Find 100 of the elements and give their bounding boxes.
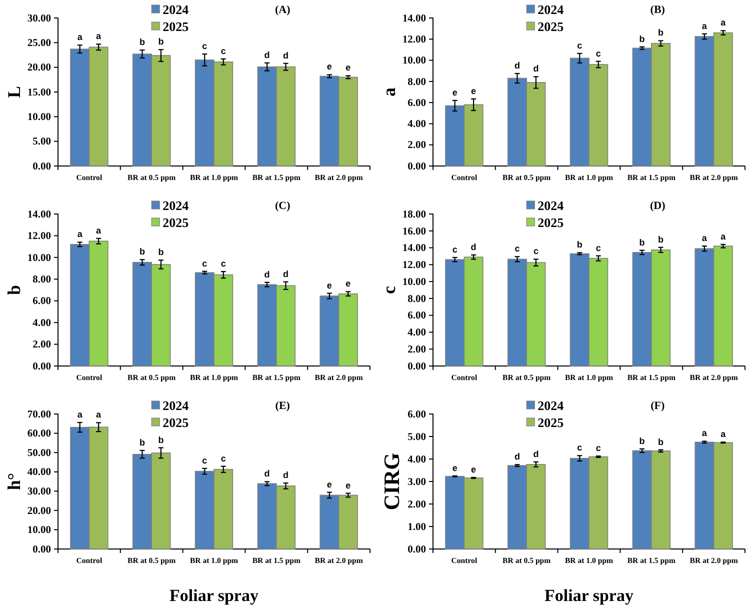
y-tick-label: 3.00 xyxy=(408,476,426,488)
data-label: b xyxy=(658,28,664,38)
y-tick-label: 1.00 xyxy=(408,522,426,533)
y-tick-label: 8.00 xyxy=(408,76,426,88)
data-label: e xyxy=(452,462,458,473)
data-label: d xyxy=(264,269,270,280)
y-axis-title: L xyxy=(4,86,24,98)
y-tick-label: 16.00 xyxy=(402,226,426,238)
data-label: b xyxy=(158,434,164,445)
y-tick-label: 4.00 xyxy=(32,318,51,329)
data-label: c xyxy=(596,242,601,253)
data-label: d xyxy=(264,468,270,479)
data-label: d xyxy=(533,64,539,74)
data-label: b xyxy=(658,234,664,244)
legend-label: 2025 xyxy=(538,215,564,230)
y-axis-title: CIRG xyxy=(379,452,404,510)
y-tick-label: 6.00 xyxy=(408,310,426,322)
y-tick-label: 2.00 xyxy=(408,140,426,152)
data-label: b xyxy=(158,247,164,258)
y-tick-label: 70.00 xyxy=(27,409,51,420)
legend-label: 2024 xyxy=(538,398,564,413)
data-label: a xyxy=(77,229,84,240)
data-label: c xyxy=(577,40,582,50)
y-tick-label: 4.00 xyxy=(408,454,426,466)
y-tick-label: 8.00 xyxy=(408,294,426,305)
data-label: e xyxy=(471,86,476,96)
y-tick-label: 2.00 xyxy=(32,340,51,351)
y-tick-label: 5.00 xyxy=(408,432,426,443)
data-label: a xyxy=(702,233,708,244)
chart-title: (C) xyxy=(275,200,291,212)
data-label: d xyxy=(514,60,520,70)
data-label: a xyxy=(702,20,708,31)
data-label: e xyxy=(346,480,351,490)
y-axis-title: h° xyxy=(4,472,24,490)
data-label: c xyxy=(577,442,582,453)
y-tick-label: 4.00 xyxy=(408,328,426,339)
data-label: c xyxy=(220,453,226,464)
y-tick-label: 12.00 xyxy=(402,34,426,46)
data-label: c xyxy=(452,244,458,254)
y-tick-label: 10.00 xyxy=(402,276,426,288)
chart-title: (E) xyxy=(275,400,290,412)
y-tick-label: 10.00 xyxy=(402,56,426,67)
data-label: a xyxy=(77,32,84,42)
y-tick-label: 10.00 xyxy=(27,252,51,264)
y-axis-title: b xyxy=(4,284,24,296)
data-label: c xyxy=(596,443,601,454)
y-tick-label: 20.00 xyxy=(27,506,51,517)
data-label: b xyxy=(139,246,146,257)
y-axis-title: a xyxy=(379,88,399,96)
y-tick-label: 14.00 xyxy=(402,13,426,24)
data-label: c xyxy=(533,246,538,256)
y-tick-label: 14.00 xyxy=(402,243,426,254)
y-tick-label: 2.00 xyxy=(408,344,426,356)
data-label: a xyxy=(96,225,102,236)
legend-label: 2024 xyxy=(162,2,190,17)
chart-title: (F) xyxy=(650,400,665,412)
data-label: e xyxy=(471,464,476,474)
y-tick-label: 6.00 xyxy=(32,296,51,308)
y-tick-label: 60.00 xyxy=(27,428,51,440)
data-label: c xyxy=(202,41,208,52)
data-label: b xyxy=(139,37,146,48)
legend-label: 2025 xyxy=(162,415,190,430)
chart-title: (A) xyxy=(275,4,291,16)
legend-label: 2025 xyxy=(538,415,564,430)
y-tick-label: 25.00 xyxy=(27,38,51,50)
legend-label: 2024 xyxy=(538,2,564,17)
data-label: b xyxy=(639,237,646,248)
chart-title: (D) xyxy=(650,200,666,212)
data-label: b xyxy=(139,437,146,448)
data-label: c xyxy=(220,258,226,269)
legend-label: 2024 xyxy=(538,198,564,213)
y-tick-label: 0.00 xyxy=(408,361,426,372)
data-label: d xyxy=(533,448,539,459)
y-tick-label: 40.00 xyxy=(27,467,51,478)
y-tick-label: 12.00 xyxy=(402,260,426,272)
data-label: e xyxy=(346,278,351,289)
data-label: e xyxy=(326,62,332,72)
y-tick-label: 0.00 xyxy=(408,544,426,556)
data-label: b xyxy=(576,240,583,250)
y-tick-label: 10.00 xyxy=(27,112,51,124)
data-label: b xyxy=(158,36,164,47)
legend-label: 2025 xyxy=(162,215,190,230)
y-tick-label: 5.00 xyxy=(32,136,51,148)
y-tick-label: 14.00 xyxy=(27,209,51,220)
y-tick-label: 30.00 xyxy=(27,486,51,498)
data-label: d xyxy=(264,50,270,60)
data-label: c xyxy=(514,244,520,254)
data-label: d xyxy=(514,452,520,462)
y-axis-title: c xyxy=(379,286,399,294)
data-label: d xyxy=(283,268,289,279)
data-label: d xyxy=(283,470,289,480)
data-label: b xyxy=(639,34,646,44)
legend-label: 2025 xyxy=(538,19,564,34)
y-tick-label: 15.00 xyxy=(27,87,51,98)
data-label: d xyxy=(470,242,476,252)
data-label: a xyxy=(96,410,102,420)
data-label: b xyxy=(639,436,646,446)
data-label: b xyxy=(658,436,664,447)
legend-label: 2025 xyxy=(162,19,190,34)
data-label: e xyxy=(326,479,332,490)
